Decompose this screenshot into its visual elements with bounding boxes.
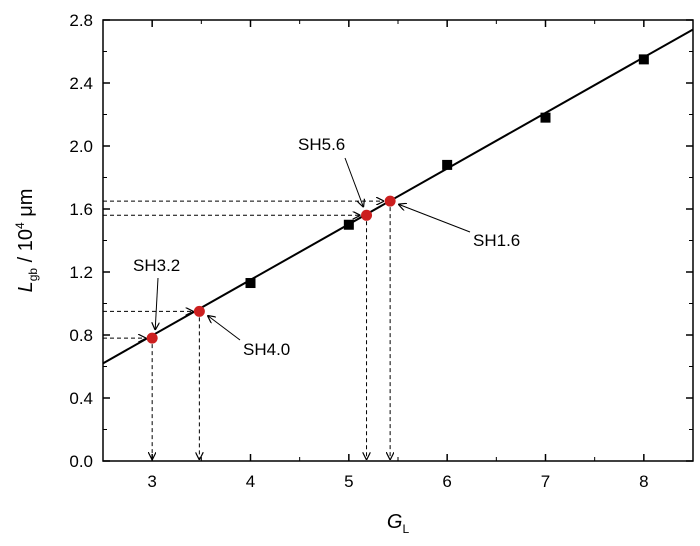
y-tick-label: 1.6 [69,200,93,219]
y-tick-label: 0.4 [69,389,93,408]
x-tick-label: 6 [442,472,451,491]
x-tick-label: 5 [344,472,353,491]
annotations-layer: SH3.2 SH4.0 SH5.6 SH1.6 [133,135,520,359]
points-layer [146,54,649,344]
guide-lines-layer [103,201,390,460]
data-point-square [343,219,354,230]
x-tick-label: 3 [147,472,156,491]
x-tick-label: 8 [639,472,648,491]
annotation-arrow [398,204,471,233]
data-point-square [442,159,453,170]
data-point-circle [146,332,158,344]
data-point-square [245,278,256,289]
annotation-arrow [344,157,364,207]
y-tick-label: 2.0 [69,137,93,156]
annotation-label: SH5.6 [298,135,345,154]
annotation-label: SH4.0 [243,340,290,359]
annotation-arrow [155,277,158,330]
data-point-square [540,112,551,123]
annotation-label: SH1.6 [473,231,520,250]
y-tick-label: 0.8 [69,326,93,345]
data-point-square [638,54,649,65]
y-tick-label: 0.0 [69,452,93,471]
data-point-circle [384,195,396,207]
annotation-arrow [207,315,241,341]
x-tick-label: 4 [246,472,255,491]
fit-line-layer [102,28,694,365]
plot-frame [102,19,694,462]
y-axis-title: Lgb / 104 μm [13,189,40,293]
y-tick-label: 1.2 [69,263,93,282]
y-tick-label: 2.8 [69,11,93,30]
x-tick-label: 7 [541,472,550,491]
y-tick-label: 2.4 [69,74,93,93]
data-point-circle [193,305,205,317]
annotation-label: SH3.2 [133,256,180,275]
axes-layer: 3 4 5 6 7 8 0.0 0.4 0.8 1.2 1.6 2.0 2.4 2.8 [69,11,694,491]
data-point-circle [361,209,373,221]
x-axis-title: GL [387,511,410,536]
fit-line [102,28,694,365]
